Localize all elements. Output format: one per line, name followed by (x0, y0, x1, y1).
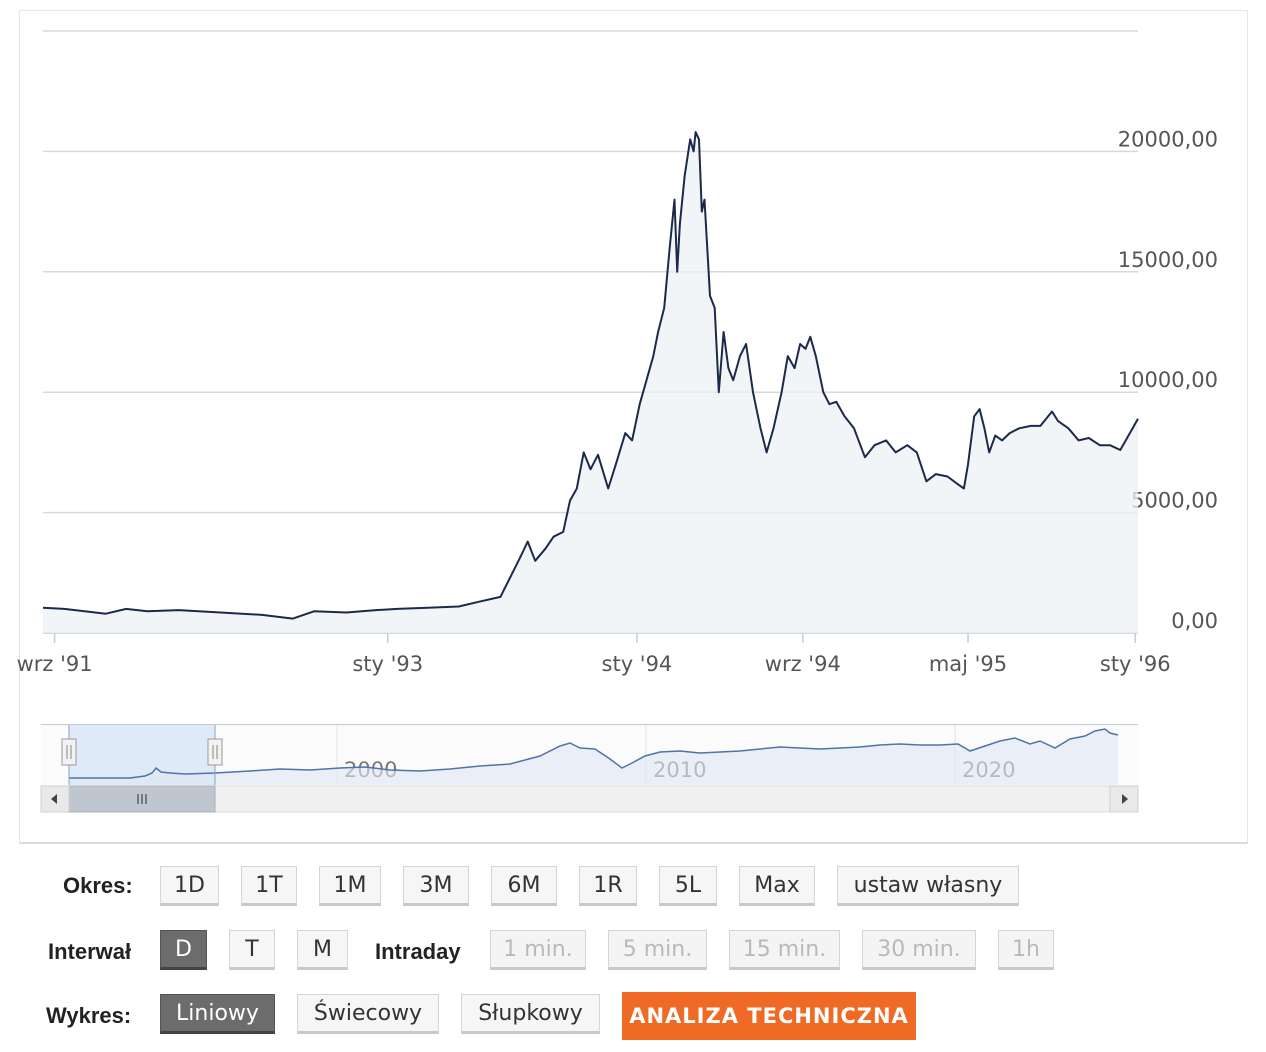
chart-bar-button[interactable]: Słupkowy (461, 994, 600, 1034)
okres-label: Okres: (63, 873, 133, 898)
x-tick-label: sty '94 (602, 652, 673, 676)
period-custom-button[interactable]: ustaw własny (837, 866, 1019, 906)
chevron-left-icon (51, 794, 57, 804)
period-1d-button[interactable]: 1D (160, 866, 219, 906)
interwal-label: Interwał (48, 939, 132, 964)
series-area (43, 132, 1138, 633)
y-tick-label: 0,00 (1171, 609, 1218, 633)
interval-t-button[interactable]: T (229, 930, 275, 970)
intraday-15min-button[interactable]: 15 min. (729, 930, 840, 970)
scrollbar-track[interactable] (40, 785, 1139, 813)
navigator-area (69, 729, 1118, 785)
navigator-left-handle[interactable] (61, 738, 77, 766)
x-tick-label: wrz '94 (765, 652, 841, 676)
intraday-30min-button[interactable]: 30 min. (862, 930, 976, 970)
y-tick-label: 10000,00 (1118, 368, 1218, 392)
handle-body[interactable] (61, 738, 77, 766)
navigator[interactable]: 200020102020 (20, 11, 1249, 845)
y-tick-label: 15000,00 (1118, 248, 1218, 272)
navigator-right-handle[interactable] (207, 738, 223, 766)
technical-analysis-button[interactable]: ANALIZA TECHNICZNA (622, 992, 916, 1040)
period-1m-button[interactable]: 1M (319, 866, 381, 906)
chevron-right-icon (1122, 794, 1128, 804)
series-line (42, 131, 1139, 620)
interval-m-button[interactable]: M (297, 930, 348, 970)
period-max-button[interactable]: Max (739, 866, 815, 906)
chart-candle-button[interactable]: Świecowy (297, 994, 439, 1034)
y-tick-label: 20000,00 (1118, 127, 1218, 151)
intraday-1h-button[interactable]: 1h (998, 930, 1054, 970)
period-5l-button[interactable]: 5L (659, 866, 717, 906)
x-tick-label: sty '96 (1100, 652, 1171, 676)
intraday-5min-button[interactable]: 5 min. (608, 930, 707, 970)
chart-line-button[interactable]: Liniowy (160, 994, 275, 1034)
intraday-1min-button[interactable]: 1 min. (490, 930, 586, 970)
wykres-label: Wykres: (46, 1003, 132, 1028)
period-1r-button[interactable]: 1R (579, 866, 637, 906)
handle-body[interactable] (207, 738, 223, 766)
x-tick-label: sty '93 (352, 652, 423, 676)
chart-frame: 0,00 5000,00 10000,00 15000,00 20000,00 wrz '… (17, 10, 1249, 845)
period-3m-button[interactable]: 3M (403, 866, 469, 906)
period-1t-button[interactable]: 1T (241, 866, 297, 906)
x-tick-label: wrz '91 (17, 652, 93, 676)
navigator-line (69, 728, 1119, 779)
price-chart: 0,00 5000,00 10000,00 15000,00 20000,00 wrz '… (17, 30, 1218, 676)
intraday-label: Intraday (375, 939, 461, 964)
period-6m-button[interactable]: 6M (491, 866, 557, 906)
interval-d-button[interactable]: D (160, 930, 207, 970)
x-tick-label: maj '95 (929, 652, 1007, 676)
y-tick-label: 5000,00 (1131, 489, 1218, 513)
